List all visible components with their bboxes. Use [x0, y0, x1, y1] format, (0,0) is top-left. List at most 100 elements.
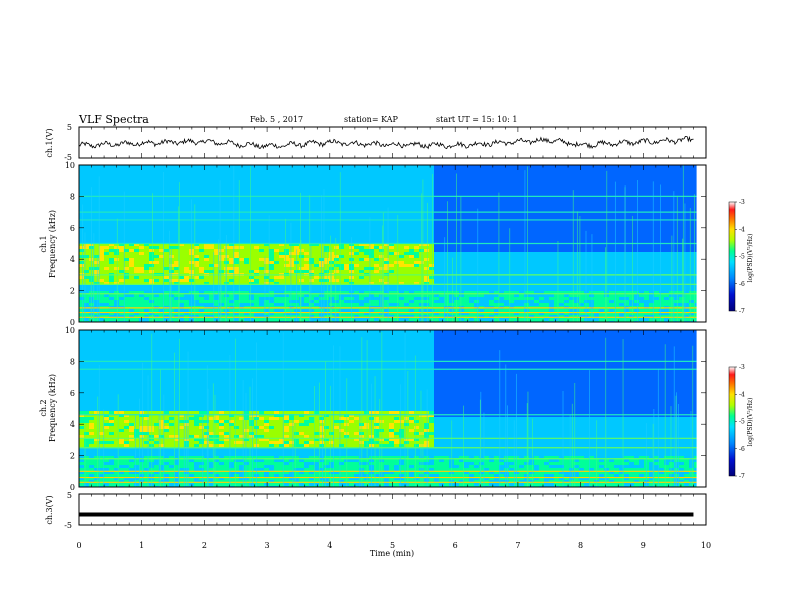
spectrogram-cell: [194, 237, 199, 240]
spectrogram-cell: [389, 291, 394, 294]
spectrogram-cell: [164, 252, 169, 255]
spectrogram-cell: [219, 312, 224, 315]
spectrogram-cell: [214, 270, 219, 273]
spectrogram-cell: [184, 246, 189, 249]
spectrogram-cell: [254, 291, 259, 294]
spectrogram-cell: [429, 297, 434, 300]
spectrogram-cell: [264, 318, 269, 321]
spectrogram-cell: [94, 312, 99, 315]
spectrogram-cell: [264, 255, 269, 258]
spectrogram-cell: [174, 222, 179, 225]
spectrogram-cell: [404, 171, 409, 174]
spectrogram-cell: [324, 249, 329, 252]
spectrogram-cell: [129, 276, 134, 279]
spectrogram-cell: [79, 246, 84, 249]
spectrogram-cell: [519, 285, 524, 288]
spectrogram-cell: [244, 318, 249, 321]
spectrogram-cell: [299, 201, 304, 204]
spectrogram-cell: [444, 204, 449, 207]
ch1-spectrogram: [79, 165, 706, 322]
spectrogram-cell: [469, 291, 474, 294]
spectrogram-cell: [264, 276, 269, 279]
spectrogram-cell: [494, 279, 499, 282]
spectrogram-cell: [529, 192, 534, 195]
spectrogram-cell: [104, 171, 109, 174]
spectrogram-cell: [299, 231, 304, 234]
spectrogram-cell: [444, 288, 449, 291]
spectrogram-cell: [379, 246, 384, 249]
spectrogram-cell: [149, 177, 154, 180]
spectrogram-cell: [439, 246, 444, 249]
spectrogram-cell: [324, 234, 329, 237]
spectrogram-cell: [104, 288, 109, 291]
spectrogram-cell: [359, 288, 364, 291]
spectrogram-cell: [269, 198, 274, 201]
spectrogram-cell: [504, 186, 509, 189]
spectrogram-cell: [204, 186, 209, 189]
spectrogram-cell: [99, 264, 104, 267]
spectrogram-cell: [234, 180, 239, 183]
spectrogram-cell: [404, 282, 409, 285]
spectrogram-cell: [279, 276, 284, 279]
spectrogram-cell: [299, 180, 304, 183]
spectrogram-cell: [479, 237, 484, 240]
spectrogram-cell: [204, 204, 209, 207]
spectrogram-cell: [179, 255, 184, 258]
spectrogram-cell: [509, 207, 514, 210]
spectrogram-cell: [194, 249, 199, 252]
spectrogram-cell: [444, 303, 449, 306]
spectrogram-cell: [99, 177, 104, 180]
spectrogram-cell: [444, 300, 449, 303]
spectrogram-cell: [334, 288, 339, 291]
spectrogram-cell: [444, 171, 449, 174]
spectrogram-cell: [209, 174, 214, 177]
spectrogram-cell: [369, 276, 374, 279]
spectrogram-cell: [149, 243, 154, 246]
spectrogram-cell: [114, 201, 119, 204]
spectrogram-cell: [459, 270, 464, 273]
spectrogram-cell: [134, 213, 139, 216]
spectrogram-cell: [459, 168, 464, 171]
spectrogram-cell: [434, 237, 439, 240]
spectrogram-cell: [369, 228, 374, 231]
spectrogram-cell: [209, 213, 214, 216]
spectrogram-cell: [364, 282, 369, 285]
spectrogram-cell: [509, 228, 514, 231]
spectrogram-cell: [344, 288, 349, 291]
spectrogram-cell: [374, 291, 379, 294]
spectrogram-cell: [254, 171, 259, 174]
spectrogram-cell: [284, 294, 289, 297]
spectrogram-cell: [359, 222, 364, 225]
spectrogram-cell: [474, 228, 479, 231]
spectrogram-cell: [174, 249, 179, 252]
spectrogram-cell: [539, 174, 544, 177]
spectrogram-cell: [374, 297, 379, 300]
spectrogram-cell: [524, 216, 529, 219]
spectrogram-cell: [399, 261, 404, 264]
spectrogram-cell: [244, 267, 249, 270]
spectrogram-cell: [249, 312, 254, 315]
spectrogram-cell: [309, 171, 314, 174]
spectrogram-cell: [434, 165, 439, 168]
spectrogram-cell: [324, 288, 329, 291]
spectrogram-cell: [164, 168, 169, 171]
spectrogram-cell: [304, 282, 309, 285]
spectrogram-cell: [534, 318, 539, 321]
spectrogram-cell: [314, 174, 319, 177]
spectrogram-cell: [354, 294, 359, 297]
spectrogram-cell: [199, 189, 204, 192]
spectrogram-cell: [229, 180, 234, 183]
spectrogram-cell: [374, 171, 379, 174]
spectrogram-cell: [494, 177, 499, 180]
spectrogram-cell: [374, 201, 379, 204]
spectrogram-cell: [284, 186, 289, 189]
spectrogram-cell: [424, 261, 429, 264]
spectrogram-cell: [129, 258, 134, 261]
ch1-ytick-bottom: -5: [64, 153, 72, 162]
spectrogram-cell: [194, 243, 199, 246]
spectrogram-cell: [519, 216, 524, 219]
spectrogram-cell: [179, 318, 184, 321]
spectrogram-cell: [384, 180, 389, 183]
spectrogram-cell: [239, 201, 244, 204]
spectrogram-cell: [139, 285, 144, 288]
